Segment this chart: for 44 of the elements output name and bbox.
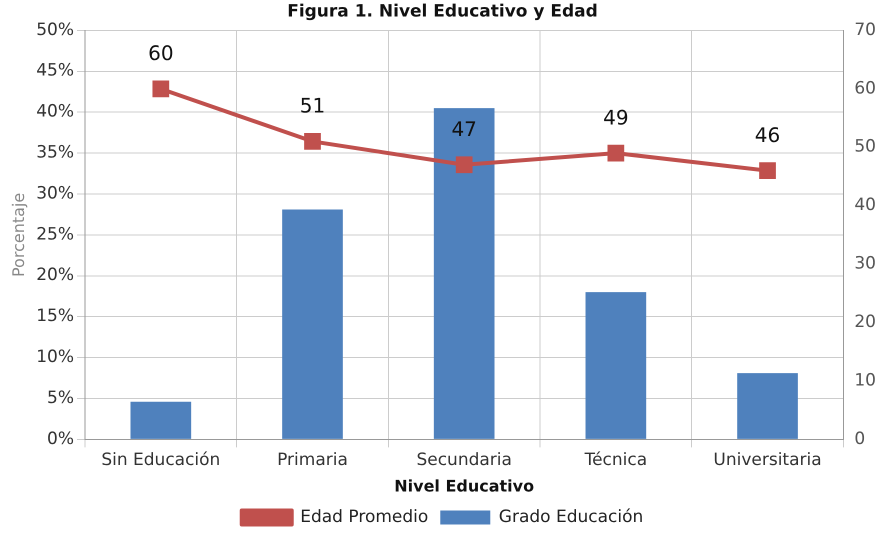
y-tick-label: 0% — [47, 428, 74, 449]
y-tick-label: 20% — [36, 265, 74, 286]
bar — [282, 210, 343, 439]
y-tick-label: 5% — [47, 388, 74, 408]
y-tick-label: 35% — [36, 142, 74, 163]
y-tick-label: 50% — [36, 20, 74, 40]
legend-label: Grado Educación — [498, 506, 644, 527]
bar — [130, 402, 192, 439]
bar — [586, 292, 646, 439]
x-tick-label: Primaria — [277, 450, 348, 470]
point — [152, 80, 170, 98]
y2-tick-label: 40 — [854, 195, 876, 216]
point — [607, 144, 624, 162]
point — [304, 133, 321, 150]
y2-tick-label: 0 — [854, 428, 866, 449]
point — [759, 162, 776, 179]
data-label: 47 — [451, 116, 477, 141]
x-tick-label: Técnica — [584, 450, 648, 470]
x-tick-label: Secundaria — [416, 450, 512, 470]
bar — [434, 108, 495, 439]
y-axis-title: Porcentaje — [8, 192, 28, 278]
y-tick-label: 15% — [36, 306, 74, 326]
data-label: 46 — [754, 122, 780, 147]
y2-tick-label: 50 — [854, 136, 876, 157]
x-tick-label: Sin Educación — [101, 450, 220, 470]
y2-tick-label: 10 — [854, 370, 876, 390]
chart-title: Figura 1. Nivel Educativo y Edad — [287, 2, 598, 22]
point — [456, 156, 473, 174]
y-tick-label: 25% — [36, 224, 74, 244]
y-tick-label: 10% — [36, 347, 74, 368]
y2-tick-label: 30 — [854, 254, 876, 274]
y2-tick-label: 60 — [854, 78, 876, 98]
y-tick-label: 40% — [36, 102, 74, 122]
y2-tick-label: 70 — [854, 20, 876, 40]
y2-tick-label: 20 — [854, 312, 876, 332]
x-tick-label: Universitaria — [713, 450, 822, 470]
data-label: 49 — [603, 105, 629, 130]
data-label: 51 — [300, 94, 326, 118]
x-axis-title: Nivel Educativo — [394, 476, 534, 496]
y-tick-label: 30% — [36, 183, 74, 204]
bar — [737, 373, 798, 439]
y-tick-label: 45% — [36, 60, 74, 81]
legend-label: Edad Promedio — [300, 506, 428, 527]
data-label: 60 — [148, 41, 174, 66]
